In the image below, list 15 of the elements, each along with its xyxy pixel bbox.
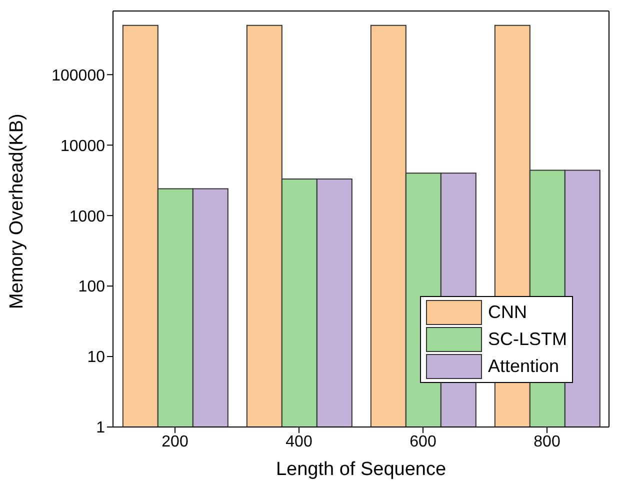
x-axis-title: Length of Sequence bbox=[276, 459, 446, 480]
legend-label: SC-LSTM bbox=[488, 329, 568, 350]
x-tick-label: 600 bbox=[410, 433, 436, 450]
y-tick-label: 100 bbox=[78, 278, 106, 296]
y-tick-label: 100000 bbox=[52, 67, 106, 84]
x-tick-label: 400 bbox=[286, 433, 312, 450]
legend-label: CNN bbox=[488, 302, 527, 323]
y-axis-title: Memory Overhead(KB) bbox=[6, 114, 28, 309]
y-tick-label: 1000 bbox=[69, 208, 106, 226]
y-tick-label: 10 bbox=[87, 349, 106, 366]
x-tick-label: 800 bbox=[534, 433, 560, 450]
legend-label: Attention bbox=[488, 356, 560, 377]
x-tick-label: 200 bbox=[162, 433, 188, 450]
y-tick-label: 10000 bbox=[60, 138, 106, 155]
y-tick-label: 1 bbox=[96, 420, 106, 437]
